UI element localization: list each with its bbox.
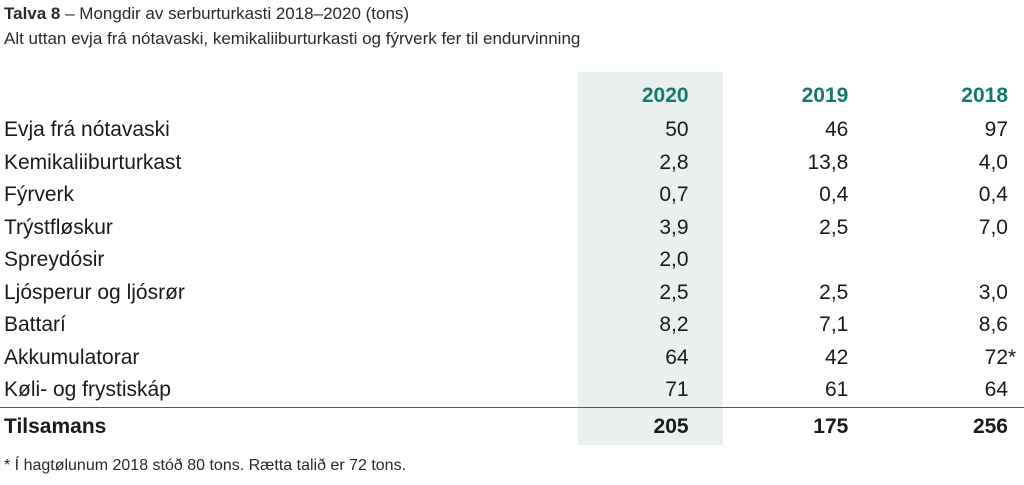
cell-2020-value: 71 — [665, 378, 689, 402]
table-row: Køli- og frystiskáp 71 61 64 — [0, 374, 1024, 407]
total-row: Tilsamans 205 175 256 — [0, 406, 1024, 446]
cell-2018-value: 7,0 — [978, 215, 1008, 239]
row-label-value: Evja frá nótavaski — [4, 118, 170, 142]
cell-2018: 4,0 — [848, 147, 1024, 180]
cell-2018-value: 3,0 — [978, 280, 1008, 304]
cell-2018-value: 64 — [984, 378, 1008, 402]
cell-2019-value: 46 — [824, 118, 849, 142]
cell-2019: 7,1 — [727, 309, 849, 342]
cell-2018: 97 — [848, 114, 1024, 147]
row-label: Kemikaliiburturkast — [0, 147, 583, 180]
cell-2019: 13,8 — [727, 147, 849, 180]
row-label-value: Kemikaliiburturkast — [4, 150, 182, 174]
cell-2020: 2,8 — [583, 147, 727, 180]
header-2020: 2020 — [641, 84, 689, 107]
row-label: Akkumulatorar — [0, 342, 583, 375]
cell-2018: 72* — [984, 345, 1017, 369]
total-2019: 175 — [726, 406, 849, 446]
cell-2019-value: 2,5 — [819, 280, 849, 304]
cell-2020-value: 64 — [665, 345, 689, 369]
cell-2020: 64 — [583, 342, 727, 375]
cell-2020-value: 0,7 — [659, 183, 689, 207]
table-row: Kemikaliiburturkast 2,8 13,8 4,0 — [0, 147, 1024, 180]
cell-2020: 8,2 — [583, 309, 727, 342]
table-row: Trýstfløskur 3,9 2,5 7,0 — [0, 212, 1024, 245]
cell-2019: 46 — [727, 114, 849, 147]
cell-2019: 2,5 — [727, 212, 849, 245]
highlight-column-2020 — [578, 72, 723, 445]
cell-2019: 0,4 — [727, 179, 849, 212]
row-label-value: Ljósperur og ljósrør — [4, 280, 185, 304]
table-row: Fýrverk 0,7 0,4 0,4 — [0, 179, 1024, 212]
total-label: Tilsamans — [0, 406, 583, 446]
table-row: Evja frá nótavaski 50 46 97 — [0, 114, 1024, 147]
cell-2019: 2,5 — [727, 277, 849, 310]
table-number: Talva 8 — [4, 4, 61, 23]
cell-2019-value: 13,8 — [807, 150, 849, 174]
cell-2018: 8,6 — [848, 309, 1024, 342]
cell-2020-value: 2,5 — [659, 280, 689, 304]
cell-2018-value: 0,4 — [978, 183, 1008, 207]
cell-2019-value: 61 — [824, 378, 849, 402]
cell-2018-value: 72 — [984, 345, 1008, 369]
row-label-value: Battarí — [4, 313, 66, 337]
row-label: Evja frá nótavaski — [0, 114, 583, 147]
header-row: 2020 2019 2018 — [0, 78, 1024, 114]
header-2019: 2019 — [801, 84, 849, 107]
cell-2018: 0,4 — [848, 179, 1024, 212]
row-label-value: Trýstfløskur — [4, 215, 113, 239]
total-2020: 205 — [582, 406, 727, 446]
footnote: * Í hagtølunum 2018 stóð 80 tons. Rætta … — [4, 457, 407, 474]
row-label: Trýstfløskur — [0, 212, 583, 245]
cell-2020-value: 50 — [665, 118, 689, 142]
cell-2018-value: 4,0 — [978, 150, 1008, 174]
cell-2019-value: 42 — [824, 345, 849, 369]
cell-2020-value: 3,9 — [659, 215, 689, 239]
table-title: – Mongdir av serburturkasti 2018–2020 (t… — [60, 4, 410, 23]
cell-2020-value: 2,0 — [659, 248, 689, 272]
row-label-value: Spreydósir — [4, 248, 105, 272]
cell-2020: 0,7 — [583, 179, 727, 212]
cell-2018: 3,0 — [848, 277, 1024, 310]
row-label: Fýrverk — [0, 179, 583, 212]
total-2018: 256 — [848, 406, 1024, 446]
table-row: Battarí 8,2 7,1 8,6 — [0, 309, 1024, 342]
row-label: Battarí — [0, 309, 583, 342]
cell-2019: 42 — [727, 342, 849, 375]
table-subtitle: Alt uttan evja frá nótavaski, kemikaliib… — [4, 29, 581, 48]
cell-2020: 50 — [583, 114, 727, 147]
row-label: Ljósperur og ljósrør — [0, 277, 583, 310]
row-label: Køli- og frystiskáp — [0, 374, 583, 407]
cell-2020-value: 2,8 — [659, 150, 689, 174]
header-blank — [0, 78, 583, 114]
table-row: Ljósperur og ljósrør 2,5 2,5 3,0 — [0, 277, 1024, 310]
header-2018: 2018 — [961, 84, 1008, 107]
table-row: Spreydósir 2,0 — [0, 244, 1024, 277]
cell-2018: 64 — [848, 374, 1024, 407]
row-label-value: Fýrverk — [4, 183, 74, 207]
table-caption: Talva 8 – Mongdir av serburturkasti 2018… — [4, 2, 409, 26]
cell-2018 — [848, 244, 1024, 277]
cell-2019 — [727, 244, 849, 277]
cell-2019: 61 — [727, 374, 849, 407]
row-label-value: Akkumulatorar — [4, 345, 140, 369]
row-label: Spreydósir — [0, 244, 583, 277]
cell-2018: 7,0 — [848, 212, 1024, 245]
cell-2018-value: 97 — [984, 118, 1008, 142]
waste-table: 2020 2019 2018 Evja frá nótavaski 50 46 97 K… — [0, 78, 1024, 446]
cell-2020: 2,5 — [583, 277, 727, 310]
table-row: Akkumulatorar 64 42 72* — [0, 342, 1024, 375]
cell-2020: 71 — [583, 374, 727, 407]
cell-2020-value: 8,2 — [659, 313, 689, 337]
cell-2018-value: 8,6 — [978, 313, 1008, 337]
cell-2019-value: 7,1 — [819, 313, 849, 337]
row-label-value: Køli- og frystiskáp — [4, 378, 171, 402]
cell-2020: 3,9 — [583, 212, 727, 245]
cell-2019-value: 0,4 — [819, 183, 849, 207]
cell-2020: 2,0 — [583, 244, 727, 277]
cell-2019-value: 2,5 — [819, 215, 849, 239]
